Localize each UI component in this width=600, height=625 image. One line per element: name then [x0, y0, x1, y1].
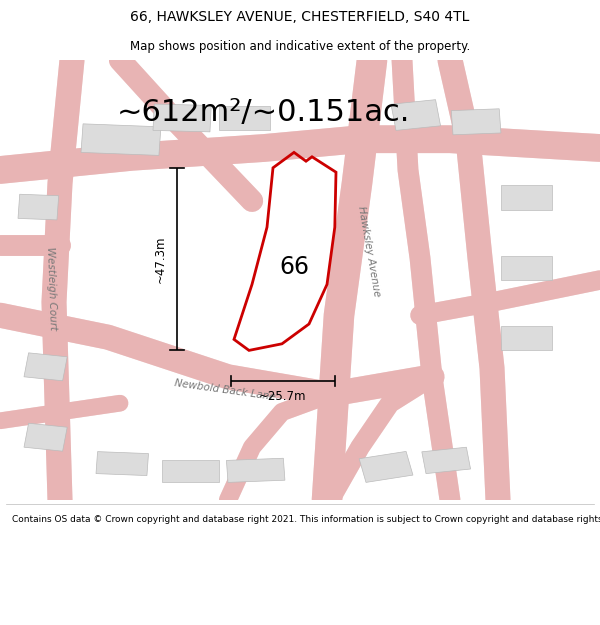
Text: ~47.3m: ~47.3m: [154, 236, 167, 283]
Bar: [24, 423, 67, 451]
Bar: [359, 451, 413, 482]
Text: Newbold Back Lane: Newbold Back Lane: [174, 378, 276, 402]
Text: ~612m²/~0.151ac.: ~612m²/~0.151ac.: [117, 98, 410, 128]
Bar: [422, 448, 470, 474]
Bar: [18, 194, 59, 220]
Text: 66, HAWKSLEY AVENUE, CHESTERFIELD, S40 4TL: 66, HAWKSLEY AVENUE, CHESTERFIELD, S40 4…: [130, 10, 470, 24]
Bar: [501, 186, 552, 209]
Text: Westleigh Court: Westleigh Court: [44, 247, 58, 331]
Bar: [81, 124, 161, 156]
Bar: [226, 458, 285, 482]
Text: 66: 66: [279, 255, 309, 279]
Bar: [24, 353, 67, 381]
Bar: [501, 256, 552, 280]
Bar: [391, 99, 440, 131]
Bar: [219, 106, 270, 131]
Text: ~25.7m: ~25.7m: [259, 390, 307, 403]
Text: Map shows position and indicative extent of the property.: Map shows position and indicative extent…: [130, 40, 470, 53]
Text: Hawksley Avenue: Hawksley Avenue: [356, 205, 382, 298]
Bar: [162, 461, 219, 482]
Bar: [153, 104, 211, 132]
Bar: [96, 452, 149, 476]
Text: Contains OS data © Crown copyright and database right 2021. This information is : Contains OS data © Crown copyright and d…: [12, 515, 600, 524]
Bar: [501, 326, 552, 351]
Bar: [451, 109, 501, 135]
